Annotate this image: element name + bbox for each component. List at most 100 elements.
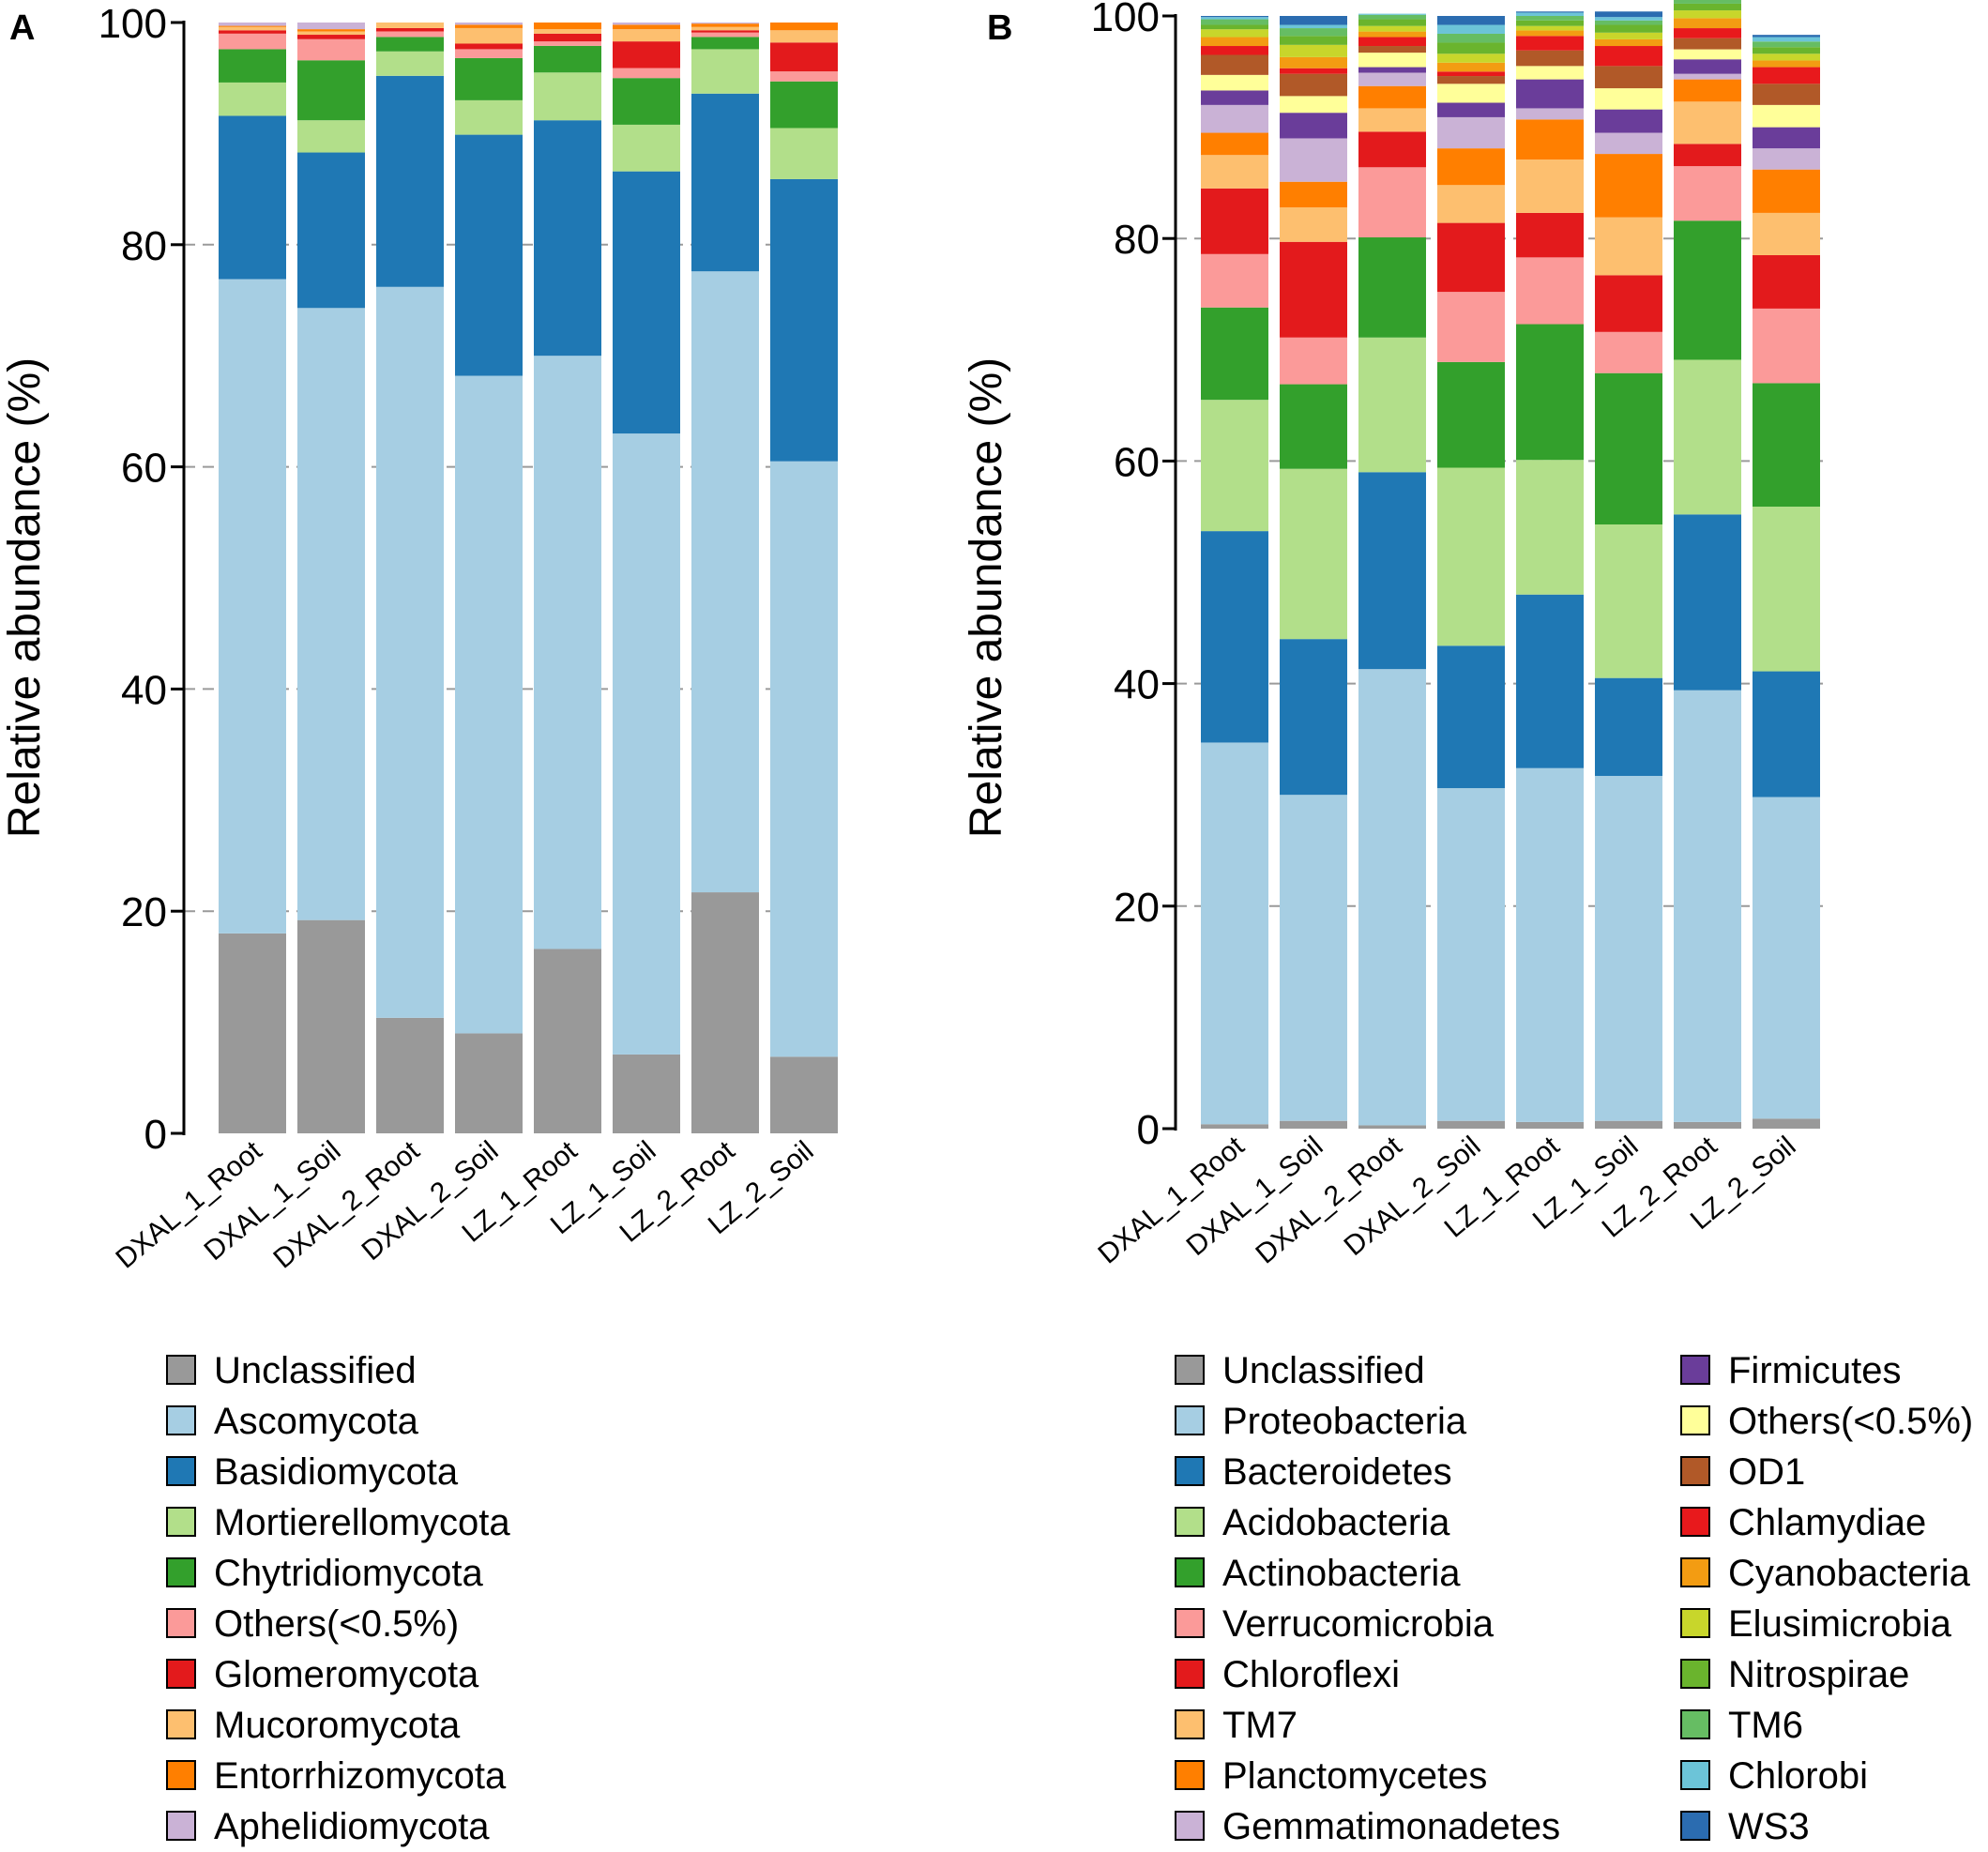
bar-segment-od1 xyxy=(1753,83,1820,105)
bar-segment-mucoromycota xyxy=(770,30,838,43)
y-axis-b: 0 20 40 60 80 100 xyxy=(1091,0,1177,1153)
legend-label: Nitrospirae xyxy=(1728,1654,1909,1695)
bar-segment-mortierellomycota xyxy=(691,49,759,94)
legend-swatch xyxy=(1175,1760,1205,1790)
bars-b xyxy=(1201,0,1820,1129)
bar-segment-verrucomicrobia xyxy=(1595,331,1662,373)
bar-segment-chlamydiae xyxy=(1595,46,1662,67)
legend-item-nitrospirae: Nitrospirae xyxy=(1680,1654,1909,1695)
legend-swatch xyxy=(1680,1507,1710,1537)
bar-segment-chytridiomycota xyxy=(770,81,838,129)
legend-item-unclassified: Unclassified xyxy=(166,1350,417,1391)
bar-segment-planctomycetes xyxy=(1753,169,1820,213)
bar-segment-entorrhizomycota xyxy=(613,24,680,30)
bar-segment-others-0-5 xyxy=(1516,66,1584,80)
bar-segment-aphelidiomycota xyxy=(297,23,365,30)
bar-segment-planctomycetes xyxy=(1201,132,1268,156)
bar-segment-ws3 xyxy=(1753,35,1820,38)
legend-label: TM6 xyxy=(1728,1705,1803,1746)
legend-item-elusimicrobia: Elusimicrobia xyxy=(1680,1603,1952,1645)
bar-segment-unclassified xyxy=(770,1056,838,1133)
bar-segment-verrucomicrobia xyxy=(1674,166,1741,221)
legend-item-basidiomycota: Basidiomycota xyxy=(166,1451,459,1493)
bar-segment-mortierellomycota xyxy=(455,99,523,135)
bar-segment-proteobacteria xyxy=(1201,742,1268,1125)
bars-a xyxy=(219,23,838,1133)
legend-label: Elusimicrobia xyxy=(1728,1603,1952,1645)
bar-segment-acidobacteria xyxy=(1358,337,1426,473)
bar-segment-mortierellomycota xyxy=(534,72,601,121)
bar-segment-proteobacteria xyxy=(1358,669,1426,1126)
legend-swatch xyxy=(1680,1456,1710,1486)
bar-segment-verrucomicrobia xyxy=(1358,167,1426,238)
bar-segment-cyanobacteria xyxy=(1674,18,1741,29)
bar-segment-mucoromycota xyxy=(455,27,523,44)
bar-segment-unclassified xyxy=(691,892,759,1133)
bar-dxal-2-soil xyxy=(455,23,523,1133)
bar-segment-cyanobacteria xyxy=(1280,56,1347,68)
bar-segment-planctomycetes xyxy=(1437,148,1505,186)
bar-segment-ascomycota xyxy=(455,375,523,1034)
legend-item-tm6: TM6 xyxy=(1680,1705,1803,1746)
legend-swatch xyxy=(166,1507,196,1537)
bar-segment-chloroflexi xyxy=(1437,222,1505,293)
bar-segment-others-0-5 xyxy=(770,71,838,82)
bar-segment-entorrhizomycota xyxy=(534,23,601,30)
y-tick-label: 20 xyxy=(121,889,167,935)
legend-label: Chlamydiae xyxy=(1728,1502,1926,1543)
bar-segment-chloroflexi xyxy=(1753,254,1820,309)
legend-item-chlorobi: Chlorobi xyxy=(1680,1755,1868,1797)
bar-segment-elusimicrobia xyxy=(1595,32,1662,39)
bar-segment-ws3 xyxy=(1516,11,1584,13)
bar-segment-unclassified xyxy=(1674,1121,1741,1129)
bar-segment-unclassified xyxy=(1437,1120,1505,1129)
bar-segment-others-0-5 xyxy=(1358,53,1426,68)
y-tick-label: 40 xyxy=(121,667,167,713)
bar-segment-nitrospirae xyxy=(1516,20,1584,26)
legend-swatch xyxy=(1175,1811,1205,1841)
bar-segment-glomeromycota xyxy=(376,27,444,32)
bar-segment-chloroflexi xyxy=(1358,131,1426,168)
bar-segment-cyanobacteria xyxy=(1201,37,1268,47)
bar-segment-firmicutes xyxy=(1516,79,1584,109)
legend-label: Gemmatimonadetes xyxy=(1222,1806,1560,1847)
legend-swatch xyxy=(166,1709,196,1739)
legend-label: TM7 xyxy=(1222,1705,1298,1746)
bar-segment-chloroflexi xyxy=(1595,275,1662,332)
bar-segment-gemmatimonadetes xyxy=(1595,132,1662,155)
bar-segment-actinobacteria xyxy=(1437,361,1505,468)
legend-swatch xyxy=(1175,1456,1205,1486)
legend-label: Aphelidiomycota xyxy=(214,1806,490,1847)
bar-segment-gemmatimonadetes xyxy=(1280,138,1347,182)
legend-swatch xyxy=(166,1557,196,1587)
bar-segment-verrucomicrobia xyxy=(1753,308,1820,384)
bar-segment-chlorobi xyxy=(1516,12,1584,16)
bar-segment-gemmatimonadetes xyxy=(1437,116,1505,149)
bar-segment-proteobacteria xyxy=(1753,797,1820,1119)
bar-lz-2-root xyxy=(691,23,759,1133)
bar-segment-bacteroidetes xyxy=(1516,594,1584,768)
bar-segment-basidiomycota xyxy=(455,134,523,376)
bar-segment-tm6 xyxy=(1280,28,1347,37)
legend-label: WS3 xyxy=(1728,1806,1810,1847)
legend-swatch xyxy=(166,1760,196,1790)
bar-segment-chlorobi xyxy=(1595,17,1662,21)
bar-dxal-1-root xyxy=(219,23,286,1133)
legend-swatch xyxy=(166,1608,196,1638)
bar-lz-1-soil xyxy=(613,23,680,1133)
bar-segment-mortierellomycota xyxy=(770,128,838,179)
bar-segment-others-0-5 xyxy=(1201,74,1268,91)
bar-segment-others-0-5 xyxy=(1280,96,1347,114)
bar-segment-od1 xyxy=(1516,50,1584,67)
legend-swatch xyxy=(1175,1709,1205,1739)
legend-item-gemmatimonadetes: Gemmatimonadetes xyxy=(1175,1806,1560,1847)
bar-segment-nitrospirae xyxy=(1201,24,1268,30)
bar-segment-planctomycetes xyxy=(1516,119,1584,159)
legend-label: OD1 xyxy=(1728,1451,1805,1493)
bar-segment-unclassified xyxy=(219,933,286,1133)
bar-segment-unclassified xyxy=(1516,1121,1584,1129)
bar-segment-ws3 xyxy=(1280,16,1347,25)
bar-segment-actinobacteria xyxy=(1280,384,1347,469)
bar-segment-acidobacteria xyxy=(1516,460,1584,595)
